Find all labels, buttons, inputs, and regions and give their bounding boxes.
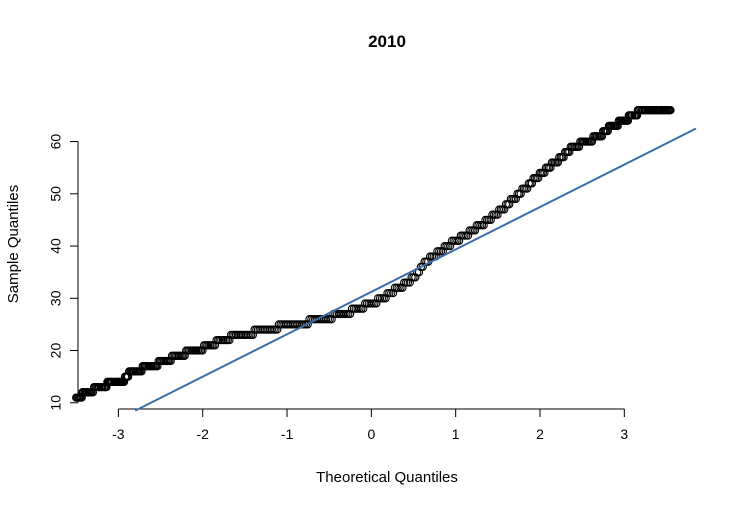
y-tick-label: 30 [48,290,64,306]
y-tick-label: 40 [48,238,64,254]
sample-point [153,362,162,371]
x-tick-label: 0 [367,426,375,442]
x-tick-label: -3 [112,426,125,442]
sample-point [166,356,175,366]
y-axis-label: Sample Quantiles [5,185,22,303]
y-tick-label: 10 [48,395,64,411]
chart-title: 2010 [368,32,406,51]
x-tick-label: 3 [620,426,628,442]
sample-points [72,106,675,402]
sample-point [345,309,355,319]
axes: -3 -2 -1 0 1 2 3 10 20 30 40 50 60 [48,134,629,442]
sample-point [587,137,597,146]
y-tick-label: 60 [48,134,64,150]
sample-point [666,106,675,115]
x-tick-label: 2 [536,426,544,442]
y-tick-label: 50 [48,186,64,202]
sample-point [632,111,642,120]
reference-line [134,127,697,412]
x-tick-label: 1 [452,426,460,442]
y-tick-label: 20 [48,343,64,359]
x-axis-label: Theoretical Quantiles [316,469,458,486]
x-tick-label: -1 [281,426,294,442]
sample-point [574,142,584,151]
x-tick-label: -2 [196,426,209,442]
